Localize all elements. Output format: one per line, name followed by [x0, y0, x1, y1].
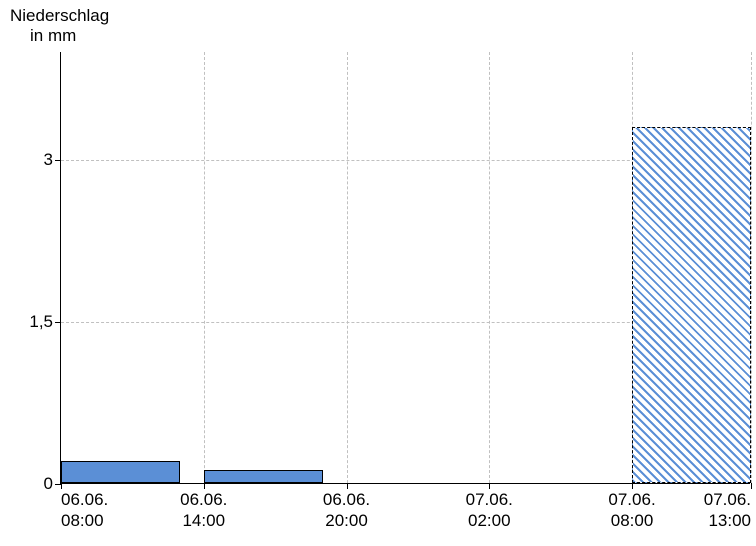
y-tick-label: 3 [44, 150, 61, 170]
x-tick-mark [751, 483, 752, 489]
x-tick-label: 06.06.14:00 [180, 483, 227, 532]
x-tick-label: 06.06.20:00 [323, 483, 370, 532]
bar [632, 127, 751, 483]
bar [61, 461, 180, 483]
chart-title-line2: in mm [10, 26, 76, 45]
chart-container: Niederschlag in mm 01,5306.06.08:0006.06… [0, 0, 756, 546]
gridline-vertical [751, 52, 752, 483]
x-tick-label: 07.06.13:00 [704, 483, 751, 532]
plot-area: 01,5306.06.08:0006.06.14:0006.06.20:0007… [60, 52, 750, 484]
gridline-vertical [489, 52, 490, 483]
x-tick-label: 07.06.08:00 [608, 483, 655, 532]
y-tick-label: 1,5 [29, 312, 61, 332]
gridline-vertical [204, 52, 205, 483]
chart-title: Niederschlag in mm [10, 6, 109, 47]
bar [204, 470, 323, 483]
y-tick-label: 0 [44, 474, 61, 494]
x-tick-label: 06.06.08:00 [61, 483, 108, 532]
chart-title-line1: Niederschlag [10, 6, 109, 25]
x-tick-label: 07.06.02:00 [466, 483, 513, 532]
gridline-vertical [347, 52, 348, 483]
